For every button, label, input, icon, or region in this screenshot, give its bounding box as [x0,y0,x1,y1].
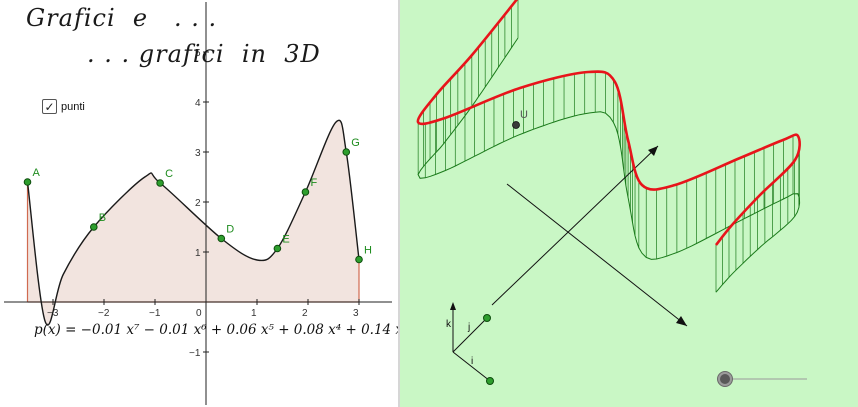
orientation-axes[interactable]: k j i [446,302,494,385]
point-u-label: U [520,109,528,121]
x-tick-label: −1 [149,308,161,319]
checkbox-label: punti [61,100,85,113]
j-handle[interactable] [483,314,491,322]
x-tick-label: 2 [302,308,308,319]
i-axis [452,351,491,382]
red-curve-path [416,0,801,246]
x-tick-label: 0 [196,308,202,319]
ribbon-bottom-edge [417,37,801,293]
point-e-label: E [282,234,289,246]
x-axis-3d-arrow-icon [676,316,687,326]
graph-3d-canvas[interactable]: U k j i [400,0,858,407]
point-u[interactable] [512,121,520,129]
slider-knob-center[interactable] [720,374,730,384]
points-layer[interactable]: A B C D E F G H [23,137,372,264]
ribbon-surface [417,0,800,293]
ribbon-bottom-path [417,37,801,293]
polynomial-formula: p(x) = −0.01 x⁷ − 0.01 x⁶ + 0.06 x⁵ + 0.… [34,322,409,338]
graphics-view-3d[interactable]: U k j i [400,0,858,407]
i-axis-label: i [471,356,473,367]
x-tick-label: 1 [251,308,257,319]
point-a-label: A [33,167,41,179]
checkbox-check-icon[interactable]: ✓ [42,99,57,114]
polynomial-curve [26,119,360,326]
ribbon-top-curve [416,0,801,246]
point-h-label: H [364,245,372,257]
area-fill [26,120,360,326]
point-e[interactable] [273,244,282,253]
y-tick-label: 5 [195,48,201,59]
y-axis-3d [491,145,659,306]
panel-divider[interactable] [398,0,400,407]
point-d-label: D [226,224,234,236]
x-tick-label: −2 [98,308,110,319]
animation-slider[interactable] [717,371,808,387]
k-axis-arrow-icon [450,302,456,310]
y-tick-label: 3 [195,148,201,159]
y-tick-label: 4 [195,98,201,109]
punti-checkbox[interactable]: ✓ punti [42,99,85,114]
area-under-curve [27,120,359,326]
curve-path [26,119,360,326]
point-f-label: F [310,177,317,189]
y-tick-label: 1 [195,248,201,259]
title-line-2: . . . grafici in 3D [87,40,321,68]
y-tick-label: −1 [189,348,201,359]
point-f[interactable] [301,188,310,196]
i-handle[interactable] [486,377,494,385]
j-axis [452,317,488,353]
point-b[interactable] [90,223,98,231]
point-g-label: G [351,137,360,149]
point-c[interactable] [156,179,164,187]
k-axis-label: k [446,319,452,330]
j-axis-label: j [467,322,470,333]
point-g[interactable] [342,148,351,156]
point-b-label: B [99,212,106,224]
x-tick-label: 3 [353,308,359,319]
point-d[interactable] [217,234,226,243]
point-h[interactable] [355,255,363,264]
y-tick-label: 2 [195,198,201,209]
point-a[interactable] [23,178,32,186]
title-line-1: Grafici e . . . [26,4,218,32]
y-axis-3d-arrow-icon [648,146,658,156]
x-axis-3d [506,183,688,327]
point-c-label: C [165,168,173,180]
